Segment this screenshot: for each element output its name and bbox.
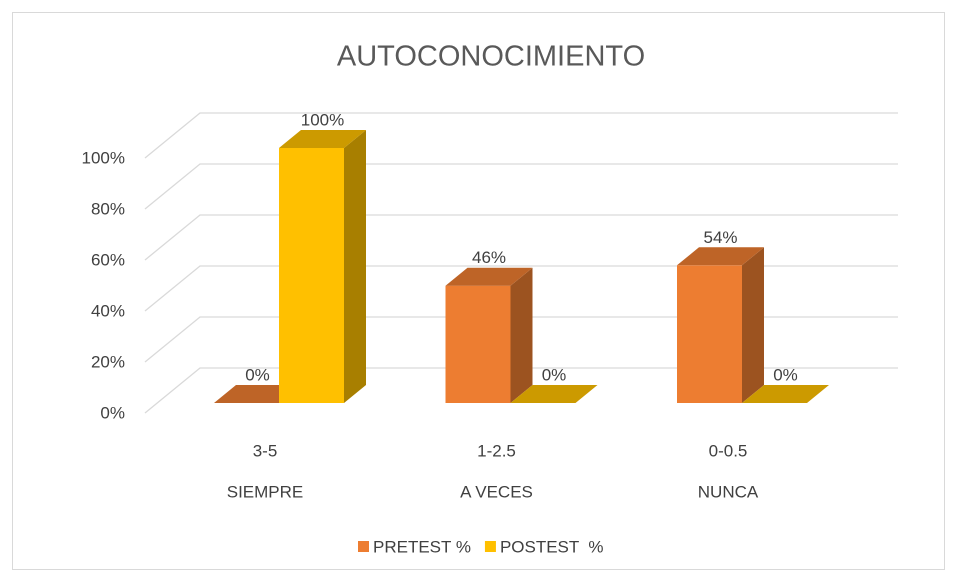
bar-top <box>279 130 366 148</box>
legend-swatch <box>484 541 496 552</box>
data-label: 0% <box>245 365 270 384</box>
bar-top <box>742 385 829 403</box>
grid-line <box>144 316 898 363</box>
x-group-label: SIEMPRE <box>227 482 304 501</box>
x-tick-label: 0-0.5 <box>709 441 748 460</box>
data-label: 0% <box>773 365 798 384</box>
bar-front <box>677 265 742 403</box>
grid-line <box>144 367 898 414</box>
x-tick-label: 3-5 <box>253 441 278 460</box>
y-tick-label: 60% <box>91 250 125 269</box>
data-label: 54% <box>703 228 737 247</box>
data-label: 0% <box>542 365 567 384</box>
data-label: 100% <box>301 110 344 129</box>
bar-top <box>445 267 533 286</box>
bar-front <box>279 148 344 403</box>
x-group-label: NUNCA <box>698 482 759 501</box>
x-tick-label: 1-2.5 <box>477 441 516 460</box>
bar-front <box>445 285 511 403</box>
legend-swatch <box>358 541 369 552</box>
y-tick-label: 100% <box>82 148 125 167</box>
y-tick-label: 80% <box>91 199 125 218</box>
bar-side <box>344 130 366 403</box>
legend-label: PRETEST % <box>373 537 471 556</box>
data-label: 46% <box>472 248 506 267</box>
grid-line <box>144 265 898 312</box>
x-group-label: A VECES <box>460 482 533 501</box>
grid-line <box>144 163 898 210</box>
grid-line <box>144 214 898 261</box>
bar-side <box>742 247 764 403</box>
bar-side <box>510 267 533 403</box>
y-tick-label: 20% <box>91 352 125 371</box>
y-tick-label: 40% <box>91 301 125 320</box>
legend-label: POSTEST % <box>500 537 604 556</box>
bar-top <box>510 385 598 403</box>
chart-title: AUTOCONOCIMIENTO <box>337 41 645 73</box>
grid-line <box>144 112 898 159</box>
bar-top <box>677 247 764 266</box>
y-tick-label: 0% <box>100 403 125 422</box>
